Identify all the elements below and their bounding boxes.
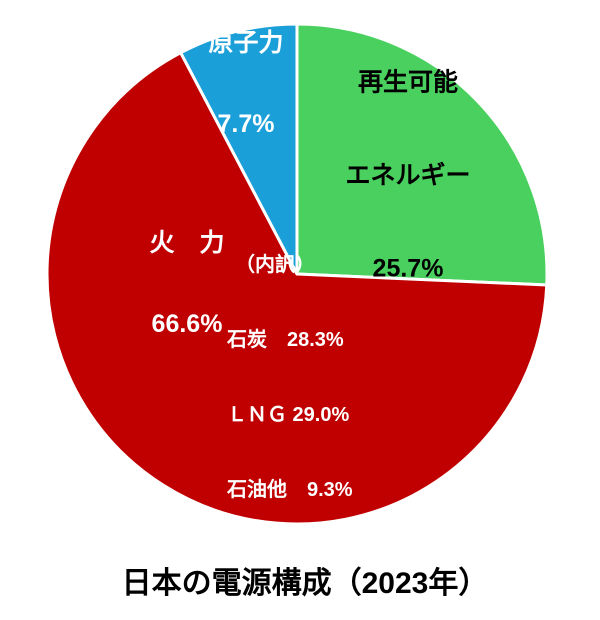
pie-slice-nuclear — [179, 22, 299, 276]
breakdown-oil: 石油他 9.3% — [227, 479, 353, 501]
nuclear-slice-label: 原子力 7.7% — [208, 0, 283, 192]
thermal-label-name: 火 力 — [149, 229, 225, 257]
thermal-slice-label: 火 力 66.6% — [149, 176, 224, 392]
thermal-label-value: 66.6% — [151, 310, 223, 338]
renewable-label-value: 25.7% — [372, 254, 444, 283]
breakdown-heading: （内訳） — [235, 254, 315, 276]
chart-title: 日本の電源構成（2023年） — [121, 567, 489, 600]
breakdown-lng: ＬＮＧ 29.0% — [227, 404, 350, 426]
breakdown-coal: 石炭 28.3% — [227, 329, 344, 351]
nuclear-label-name: 原子力 — [208, 29, 284, 57]
nuclear-label-value: 7.7% — [217, 110, 275, 138]
thermal-breakdown-label: （内訳） 石炭 28.3% ＬＮＧ 29.0% 石油他 9.3% — [227, 203, 353, 553]
pie-slice-thermal — [45, 51, 549, 526]
pie-slice-renewable — [295, 22, 549, 287]
renewable-slice-label: 再生可能 エネルギー 25.7% — [345, 6, 470, 347]
renewable-label-name-2: エネルギー — [345, 161, 471, 190]
renewable-label-name-1: 再生可能 — [357, 68, 459, 97]
